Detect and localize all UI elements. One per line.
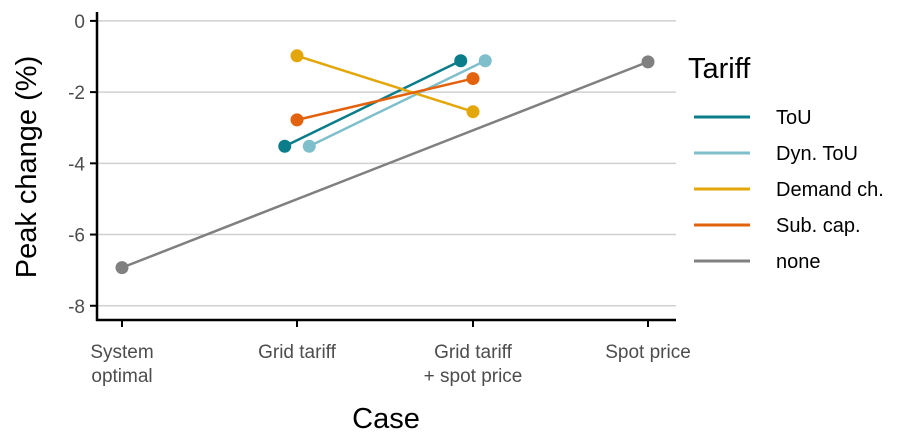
- legend-label-sub-cap: Sub. cap.: [776, 215, 861, 237]
- x-tick-label-line: System: [90, 342, 153, 363]
- y-tick-label: -2: [68, 83, 85, 104]
- x-tick-label-line: Grid tariff: [258, 342, 337, 363]
- x-tick-label: Spot price: [605, 342, 691, 363]
- x-tick-label: System optimal: [90, 342, 153, 387]
- y-tick-label: -4: [68, 154, 85, 175]
- x-tick-label-line: Spot price: [605, 342, 691, 363]
- x-tick-label: Grid tariff: [258, 342, 337, 363]
- series-dyn-tou: [302, 54, 492, 153]
- data-point-dyn-tou: [302, 139, 316, 153]
- x-tick-label-line: optimal: [91, 366, 152, 387]
- legend-label-tou: ToU: [776, 107, 812, 129]
- x-ticks: System optimal Grid tariff Grid tariff + spo…: [90, 320, 691, 387]
- axes: [95, 12, 676, 322]
- series-demand-ch: [290, 49, 480, 119]
- data-point-sub-cap: [466, 72, 480, 86]
- x-axis-title: Case: [352, 403, 420, 434]
- data-point-tou: [278, 139, 292, 153]
- x-tick-label-line: Grid tariff: [434, 342, 513, 363]
- y-tick-label: -8: [68, 297, 85, 318]
- data-point-tou: [454, 54, 468, 68]
- series-line-tou: [284, 59, 462, 148]
- legend-label-none: none: [776, 251, 821, 273]
- x-tick-label-line: + spot price: [424, 366, 523, 387]
- y-axis-title: Peak change (%): [11, 56, 43, 278]
- series-line-sub-cap: [296, 77, 474, 122]
- series-line-demand-ch: [296, 54, 474, 113]
- series-tou: [278, 54, 468, 153]
- data-point-demand-ch: [466, 105, 480, 119]
- series-layer: [115, 49, 655, 275]
- data-point-none: [641, 55, 655, 69]
- data-point-none: [115, 261, 129, 275]
- legend-label-dyn-tou: Dyn. ToU: [776, 143, 858, 165]
- y-tick-label: -6: [68, 226, 85, 247]
- data-point-sub-cap: [290, 113, 304, 127]
- data-point-demand-ch: [290, 49, 304, 63]
- series-line-none: [121, 60, 649, 269]
- legend-title: Tariff: [688, 53, 751, 85]
- legend: Tariff ToU Dyn. ToU Demand ch. Sub. cap. non…: [688, 53, 884, 273]
- series-none: [115, 55, 655, 275]
- y-ticks: 0 -2 -4 -6 -8: [68, 12, 97, 318]
- y-tick-label: 0: [74, 12, 85, 33]
- series-line-dyn-tou: [308, 59, 486, 148]
- series-sub-cap: [290, 72, 480, 127]
- data-point-dyn-tou: [478, 54, 492, 68]
- x-tick-label: Grid tariff + spot price: [424, 342, 523, 387]
- legend-label-demand-ch: Demand ch.: [776, 179, 884, 201]
